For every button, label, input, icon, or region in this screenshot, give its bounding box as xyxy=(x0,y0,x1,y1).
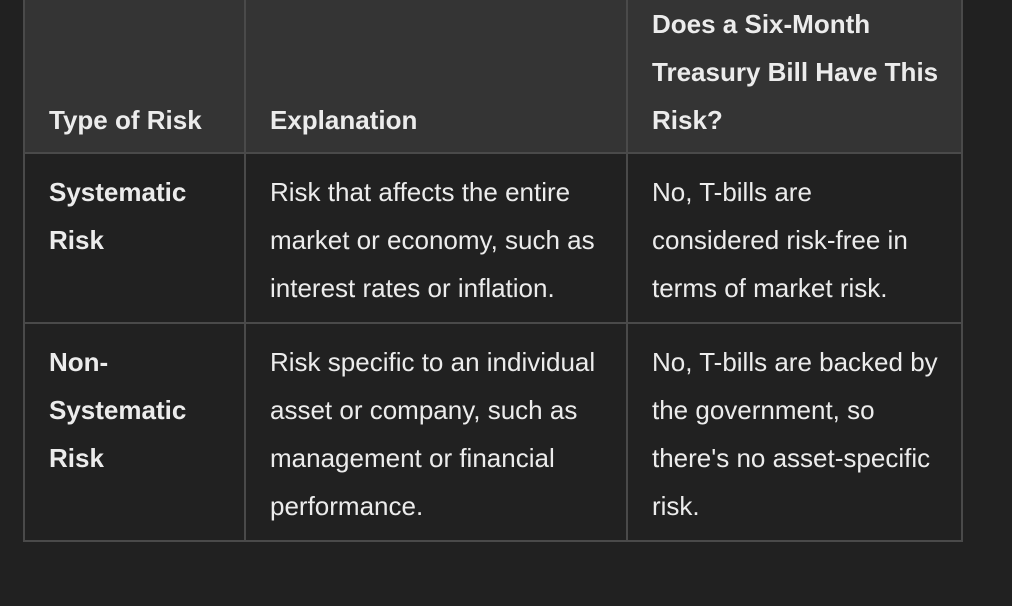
header-tbill-risk: Does a Six-Month Treasury Bill Have This… xyxy=(626,0,963,154)
table-header: Type of Risk Explanation Does a Six-Mont… xyxy=(23,0,963,154)
risk-type-cell: Non-Systematic Risk xyxy=(23,322,246,542)
explanation-cell: Risk specific to an individual asset or … xyxy=(244,322,628,542)
risk-comparison-table: Type of Risk Explanation Does a Six-Mont… xyxy=(23,0,963,542)
header-explanation: Explanation xyxy=(244,0,628,154)
table-row: Non-Systematic Risk Risk specific to an … xyxy=(23,322,963,542)
table-body: Systematic Risk Risk that affects the en… xyxy=(23,152,963,542)
table-row: Systematic Risk Risk that affects the en… xyxy=(23,152,963,324)
header-type-of-risk: Type of Risk xyxy=(23,0,246,154)
explanation-cell: Risk that affects the entire market or e… xyxy=(244,152,628,324)
risk-type-cell: Systematic Risk xyxy=(23,152,246,324)
answer-cell: No, T-bills are backed by the government… xyxy=(626,322,963,542)
answer-cell: No, T-bills are considered risk-free in … xyxy=(626,152,963,324)
header-row: Type of Risk Explanation Does a Six-Mont… xyxy=(23,0,963,154)
